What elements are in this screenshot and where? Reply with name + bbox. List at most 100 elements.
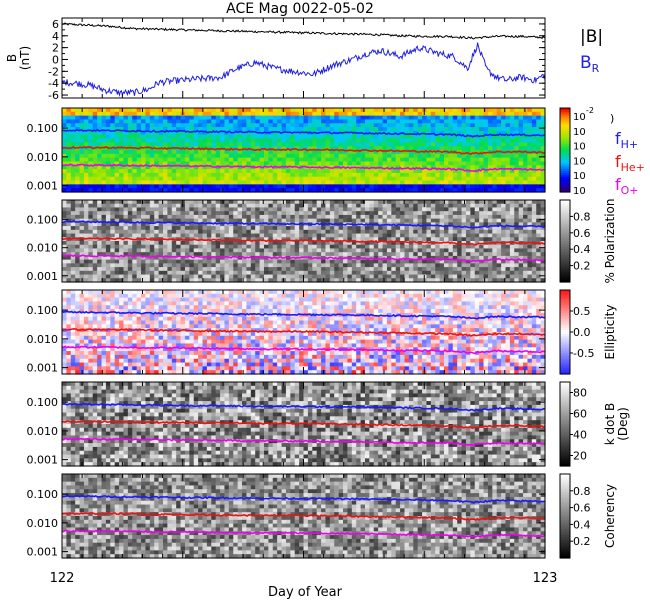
spectrogram-cell — [527, 226, 533, 231]
spectrogram-cell — [268, 203, 274, 209]
spectrogram-cell — [439, 229, 445, 235]
spectrogram-cell — [496, 218, 502, 223]
spectrogram-cell — [465, 259, 471, 264]
spectrogram-cell — [452, 270, 458, 276]
spectrogram-cell — [259, 184, 265, 189]
spectrogram-cell — [523, 184, 529, 189]
spectrogram-cell — [127, 211, 133, 216]
spectrogram-cell — [540, 138, 546, 143]
spectrogram-cell — [149, 207, 155, 212]
spectrogram-cell — [250, 188, 256, 193]
spectrogram-cell — [105, 259, 111, 264]
spectrogram-cell — [382, 108, 388, 113]
spectrogram-cell — [470, 180, 476, 185]
spectrogram-cell — [290, 200, 296, 205]
spectrogram-cell — [228, 252, 234, 257]
spectrogram-cell — [75, 229, 81, 235]
spectrogram-cell — [62, 218, 67, 223]
spectrogram-cell — [132, 127, 138, 132]
spectrogram-cell — [162, 252, 168, 257]
spectrogram-cell — [382, 165, 388, 170]
spectrogram-cell — [250, 172, 256, 178]
spectrogram-cell — [75, 222, 81, 227]
spectrogram-cell — [501, 165, 507, 170]
spectrogram-cell — [70, 226, 76, 231]
spectrogram-cell — [123, 153, 129, 159]
spectrogram-cell — [145, 267, 151, 272]
spectrogram-cell — [465, 267, 471, 272]
spectrogram-cell — [193, 184, 199, 189]
spectrogram-cell — [285, 200, 291, 205]
spectrogram-cell — [505, 270, 511, 276]
spectrogram-cell — [70, 267, 76, 272]
spectrogram-cell — [338, 108, 344, 113]
spectrogram-cell — [83, 211, 89, 216]
spectrogram-cell — [364, 248, 370, 253]
spectrogram-cell — [417, 161, 423, 166]
spectrogram-cell — [474, 233, 480, 238]
spectrogram-cell — [536, 226, 542, 231]
spectrogram-cell — [501, 214, 507, 220]
spectrogram-cell — [263, 263, 269, 268]
spectrogram-cell — [123, 222, 129, 227]
spectrogram-cell — [439, 244, 445, 250]
spectrogram-cell — [66, 259, 72, 264]
spectrogram-cell — [119, 229, 125, 235]
spectrogram-cell — [400, 123, 406, 128]
spectrogram-cell — [470, 127, 476, 132]
spectrogram-cell — [272, 142, 278, 147]
spectrogram-cell — [167, 218, 173, 223]
spectrogram-cell — [220, 226, 226, 231]
spectrogram-cell — [430, 153, 436, 159]
spectrogram-cell — [211, 157, 217, 163]
spectrogram-cell — [457, 263, 463, 268]
spectrogram-cell — [360, 119, 366, 124]
spectrogram-cell — [211, 134, 217, 140]
spectrogram-cell — [268, 172, 274, 178]
spectrogram-cell — [145, 150, 151, 155]
spectrogram-cell — [479, 274, 485, 279]
spectrogram-cell — [474, 211, 480, 216]
spectrogram-cell — [351, 142, 357, 147]
spectrogram-cell — [391, 108, 397, 113]
spectrogram-cell — [101, 274, 107, 279]
spectrogram-cell — [114, 255, 120, 261]
spectrogram-cell — [307, 248, 313, 253]
colorbar-cell — [560, 158, 570, 162]
spectrogram-cell — [382, 252, 388, 257]
spectrogram-cell — [198, 229, 204, 235]
spectrogram-cell — [531, 119, 537, 124]
spectrogram-cell — [228, 111, 234, 117]
spectrogram-cell — [307, 169, 313, 174]
spectrogram-cell — [189, 270, 195, 276]
spectrogram-cell — [417, 172, 423, 178]
spectrogram-cell — [386, 252, 392, 257]
spectrogram-cell — [110, 241, 116, 246]
spectrogram-cell — [255, 200, 261, 205]
spectrogram-cell — [470, 130, 476, 136]
spectrogram-cell — [255, 188, 261, 193]
spectrogram-cell — [395, 146, 401, 151]
spectrogram-cell — [180, 130, 186, 136]
spectrogram-cell — [149, 278, 155, 283]
spectrogram-cell — [294, 259, 300, 264]
spectrogram-cell — [206, 274, 212, 279]
spectrogram-cell — [527, 200, 533, 205]
spectrogram-cell — [373, 138, 379, 143]
spectrogram-cell — [101, 108, 107, 113]
spectrogram-cell — [400, 203, 406, 209]
spectrogram-cell — [408, 150, 414, 155]
spectrogram-cell — [220, 134, 226, 140]
spectrogram-cell — [386, 237, 392, 242]
spectrogram-cell — [79, 157, 85, 163]
spectrogram-cell — [119, 252, 125, 257]
spectrogram-cell — [343, 115, 349, 121]
spectrogram-cell — [250, 161, 256, 166]
spectrogram-cell — [316, 127, 322, 132]
spectrogram-cell — [228, 142, 234, 147]
spectrogram-cell — [413, 211, 419, 216]
spectrogram-cell — [386, 146, 392, 151]
spectrogram-cell — [242, 237, 248, 242]
spectrogram-cell — [492, 200, 498, 205]
spectrogram-cell — [263, 226, 269, 231]
